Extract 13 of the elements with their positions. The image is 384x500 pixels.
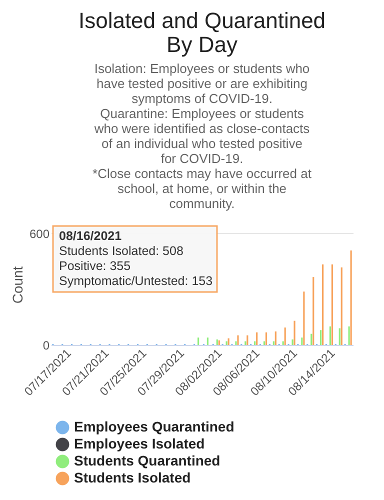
chart-title: Isolated and Quarantined By Day	[78, 8, 326, 57]
legend-label: Students Quarantined	[74, 452, 220, 468]
annotation: Students Isolated: 508	[59, 244, 184, 258]
annotation: 08/16/2021	[59, 229, 122, 243]
legend-label: Employees Isolated	[74, 436, 205, 452]
annotation: Positive: 355	[59, 259, 131, 273]
legend-label: Employees Quarantined	[74, 418, 234, 434]
annotation: Symptomatic/Untested: 153	[59, 274, 213, 288]
y-tick-label: 600	[29, 226, 50, 241]
y-axis-title: Count	[9, 266, 26, 304]
text: Isolation: Employees or students who have tested positive or are exhibiting symptoms of COVID-19. Quarantine: Employees or students who were identified as close-contacts of an individual who tested positive for COVID-19. *Close contacts may have occurred at school, at home, or within the community.	[92, 61, 312, 211]
y-tick-label: 0	[42, 338, 50, 352]
legend-label: Students Isolated	[74, 470, 191, 486]
